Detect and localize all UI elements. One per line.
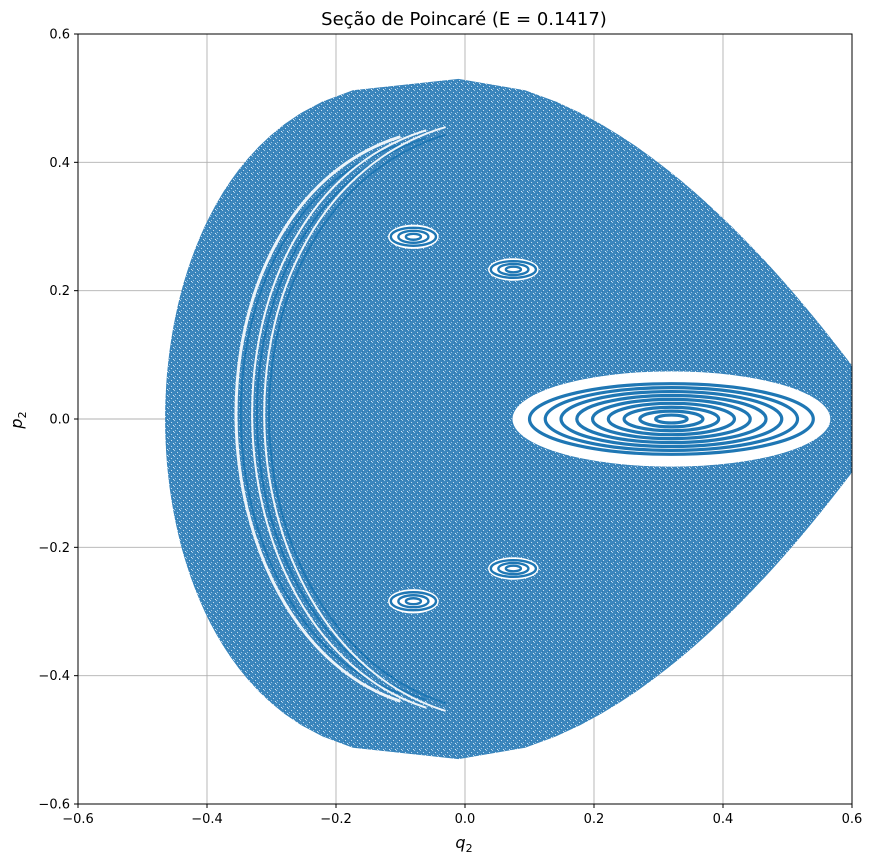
island-upper-left-ring-1 bbox=[397, 229, 430, 244]
y-axis-ticks: −0.6 −0.4 −0.2 0.0 0.2 0.4 0.6 bbox=[38, 28, 78, 813]
y-tick-label-1: −0.4 bbox=[38, 669, 70, 684]
x-axis-label-symbol: q bbox=[455, 833, 465, 852]
y-tick-label-6: 0.6 bbox=[49, 28, 70, 43]
island-central-ring-2 bbox=[559, 389, 784, 449]
left-arc-band-1 bbox=[255, 136, 427, 701]
y-tick-label-4: 0.2 bbox=[49, 284, 70, 299]
island-central-ring-4 bbox=[590, 397, 752, 441]
x-tick-label-0: −0.6 bbox=[62, 812, 94, 827]
chart-title: Seção de Poincaré (E = 0.1417) bbox=[321, 9, 607, 30]
island-central-ring-3 bbox=[575, 393, 768, 445]
island-upper-right-ring-1 bbox=[497, 262, 530, 277]
island-upper-left-ring-2 bbox=[404, 232, 423, 241]
island-upper-left-ring-0 bbox=[389, 226, 438, 247]
island-lower-left-ring-1 bbox=[397, 594, 430, 609]
x-axis-label: q2 bbox=[455, 833, 472, 855]
island-central-ring-7 bbox=[638, 409, 705, 429]
island-central-ring-1 bbox=[543, 386, 800, 452]
island-central-ring-5 bbox=[606, 401, 737, 437]
x-axis-label-subscript: 2 bbox=[466, 842, 473, 855]
y-tick-label-3: 0.0 bbox=[49, 413, 70, 428]
island-upper-right-ring-2 bbox=[504, 265, 523, 274]
island-lower-right-ring-0 bbox=[489, 558, 538, 579]
chaotic-sea-region bbox=[165, 78, 852, 760]
island-lower-left-ring-2 bbox=[404, 597, 423, 606]
y-axis-label-symbol: p bbox=[7, 418, 26, 429]
y-tick-label-5: 0.4 bbox=[49, 156, 70, 171]
x-axis-ticks: −0.6 −0.4 −0.2 0.0 0.2 0.4 0.6 bbox=[62, 804, 862, 827]
y-tick-label-2: −0.2 bbox=[38, 541, 70, 556]
island-upper-right-ring-0 bbox=[489, 259, 538, 280]
x-tick-label-4: 0.2 bbox=[584, 812, 605, 827]
island-upper-right-halo bbox=[488, 258, 539, 281]
island-central-ring-8 bbox=[654, 413, 689, 425]
island-lower-right-halo bbox=[488, 557, 539, 580]
x-tick-label-6: 0.6 bbox=[842, 812, 863, 827]
left-arc-gap-0 bbox=[234, 135, 401, 703]
island-central-ring-0 bbox=[527, 382, 815, 456]
x-tick-label-2: −0.2 bbox=[320, 812, 352, 827]
x-tick-label-3: 0.0 bbox=[455, 812, 476, 827]
island-lower-left-ring-0 bbox=[389, 591, 438, 612]
y-axis-label: p2 bbox=[7, 411, 29, 429]
island-upper-left-halo bbox=[388, 224, 439, 249]
x-tick-label-5: 0.4 bbox=[713, 812, 734, 827]
y-axis-label-subscript: 2 bbox=[16, 411, 29, 418]
island-lower-right-ring-2 bbox=[504, 564, 523, 573]
island-central-ring-6 bbox=[622, 405, 721, 433]
left-arc-gap-1 bbox=[251, 129, 427, 709]
left-arc-band-2 bbox=[268, 133, 446, 705]
scatter-points bbox=[165, 78, 852, 760]
left-arc-gap-2 bbox=[263, 126, 446, 712]
island-lower-right-ring-1 bbox=[497, 561, 530, 576]
island-lower-left-halo bbox=[388, 589, 439, 614]
x-tick-label-1: −0.4 bbox=[191, 812, 223, 827]
y-tick-label-0: −0.6 bbox=[38, 798, 70, 813]
left-arc-band-0 bbox=[239, 143, 401, 695]
